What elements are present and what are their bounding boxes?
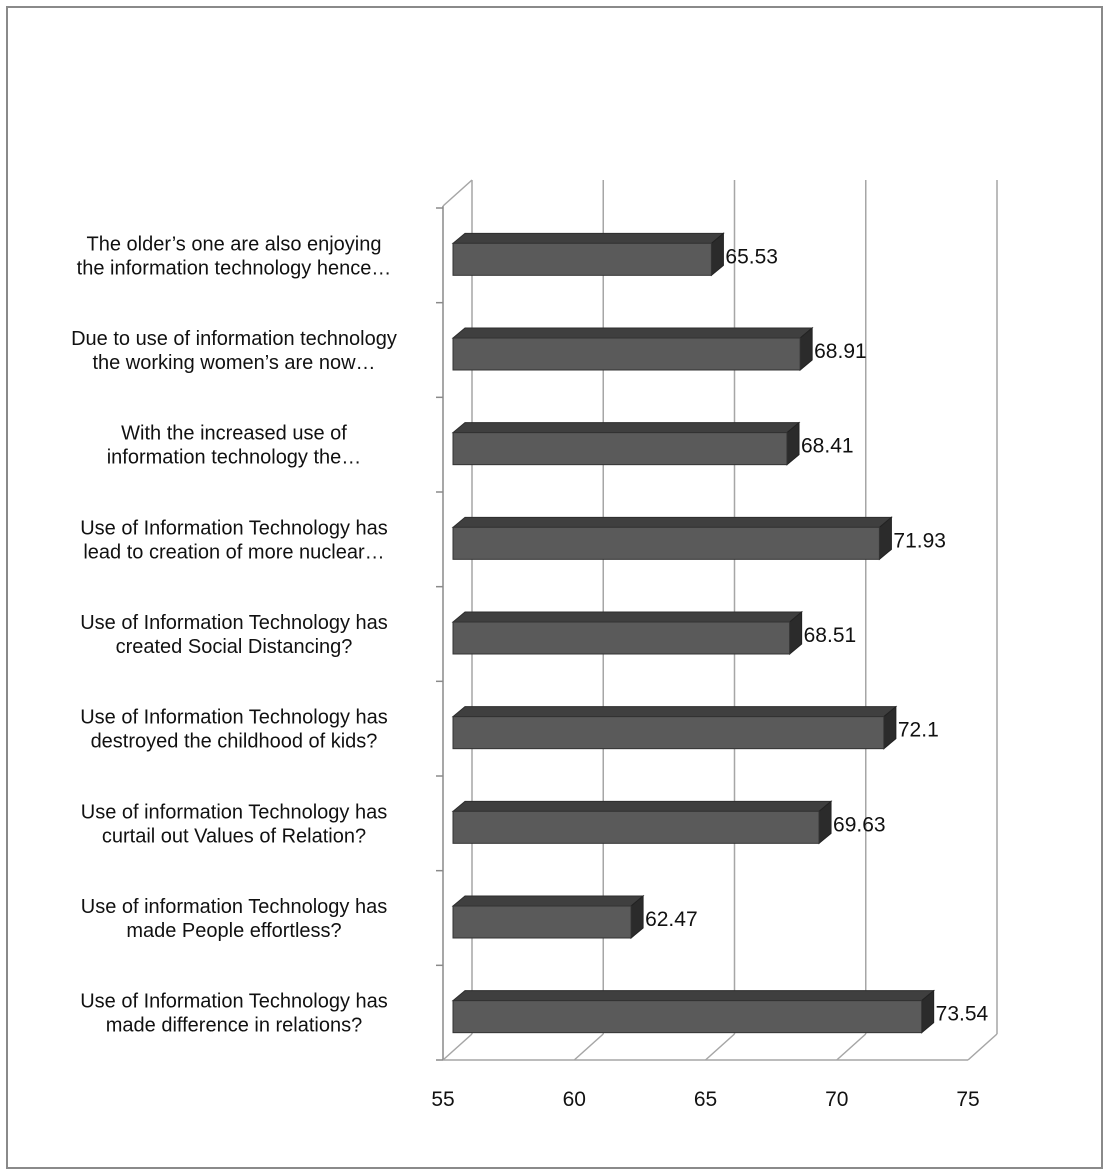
data-label: 68.91 [814, 340, 867, 363]
category-label: Use of Information Technology has lead to… [80, 517, 388, 563]
bar-top [451, 516, 893, 528]
bar-top [451, 232, 725, 244]
category-label: With the increased use of information tec… [107, 423, 362, 469]
data-label: 69.63 [833, 813, 886, 836]
x-tick-label: 65 [694, 1088, 717, 1111]
data-label: 72.1 [898, 719, 939, 742]
x-tick-label: 70 [825, 1088, 848, 1111]
bar [452, 810, 820, 844]
data-label: 71.93 [893, 529, 946, 552]
category-label: Use of Information Technology has made di… [80, 991, 388, 1037]
bar-top [451, 800, 833, 812]
category-label: Use of information Technology has curtail… [81, 801, 387, 847]
data-label: 65.53 [725, 245, 778, 268]
bar-top [451, 422, 801, 434]
bar-top [451, 895, 645, 907]
x-tick-label: 75 [956, 1088, 979, 1111]
x-tick-label: 60 [563, 1088, 586, 1111]
bar [452, 242, 712, 276]
data-label: 73.54 [936, 1003, 989, 1026]
bar [452, 526, 880, 560]
floor-gridline [967, 1033, 998, 1061]
category-label: Due to use of information technology the … [71, 328, 397, 374]
bar-top [451, 706, 898, 718]
data-label: 68.51 [804, 624, 857, 647]
bar [452, 337, 801, 371]
bar [452, 432, 788, 466]
category-label: Use of Information Technology has created… [80, 612, 388, 658]
bar-top [451, 611, 804, 623]
data-label: 62.47 [645, 908, 698, 931]
bar [452, 905, 632, 939]
bar [452, 1000, 923, 1034]
chart-frame [6, 6, 1103, 1169]
category-label: Use of information Technology has made Pe… [81, 896, 387, 942]
bar [452, 621, 791, 655]
side-wall-top [442, 179, 473, 207]
data-label: 68.41 [801, 435, 854, 458]
category-label: Use of Information Technology has destroy… [80, 707, 388, 753]
x-tick-label: 55 [431, 1088, 454, 1111]
floor-gridline [836, 1033, 867, 1061]
floor-gridline [442, 1033, 473, 1061]
bar-top [451, 990, 936, 1002]
bar-top [451, 327, 814, 339]
category-label: The older’s one are also enjoying the inf… [77, 233, 392, 279]
floor-gridline [573, 1033, 604, 1061]
floor-gridline [704, 1033, 736, 1061]
bar [452, 716, 885, 750]
